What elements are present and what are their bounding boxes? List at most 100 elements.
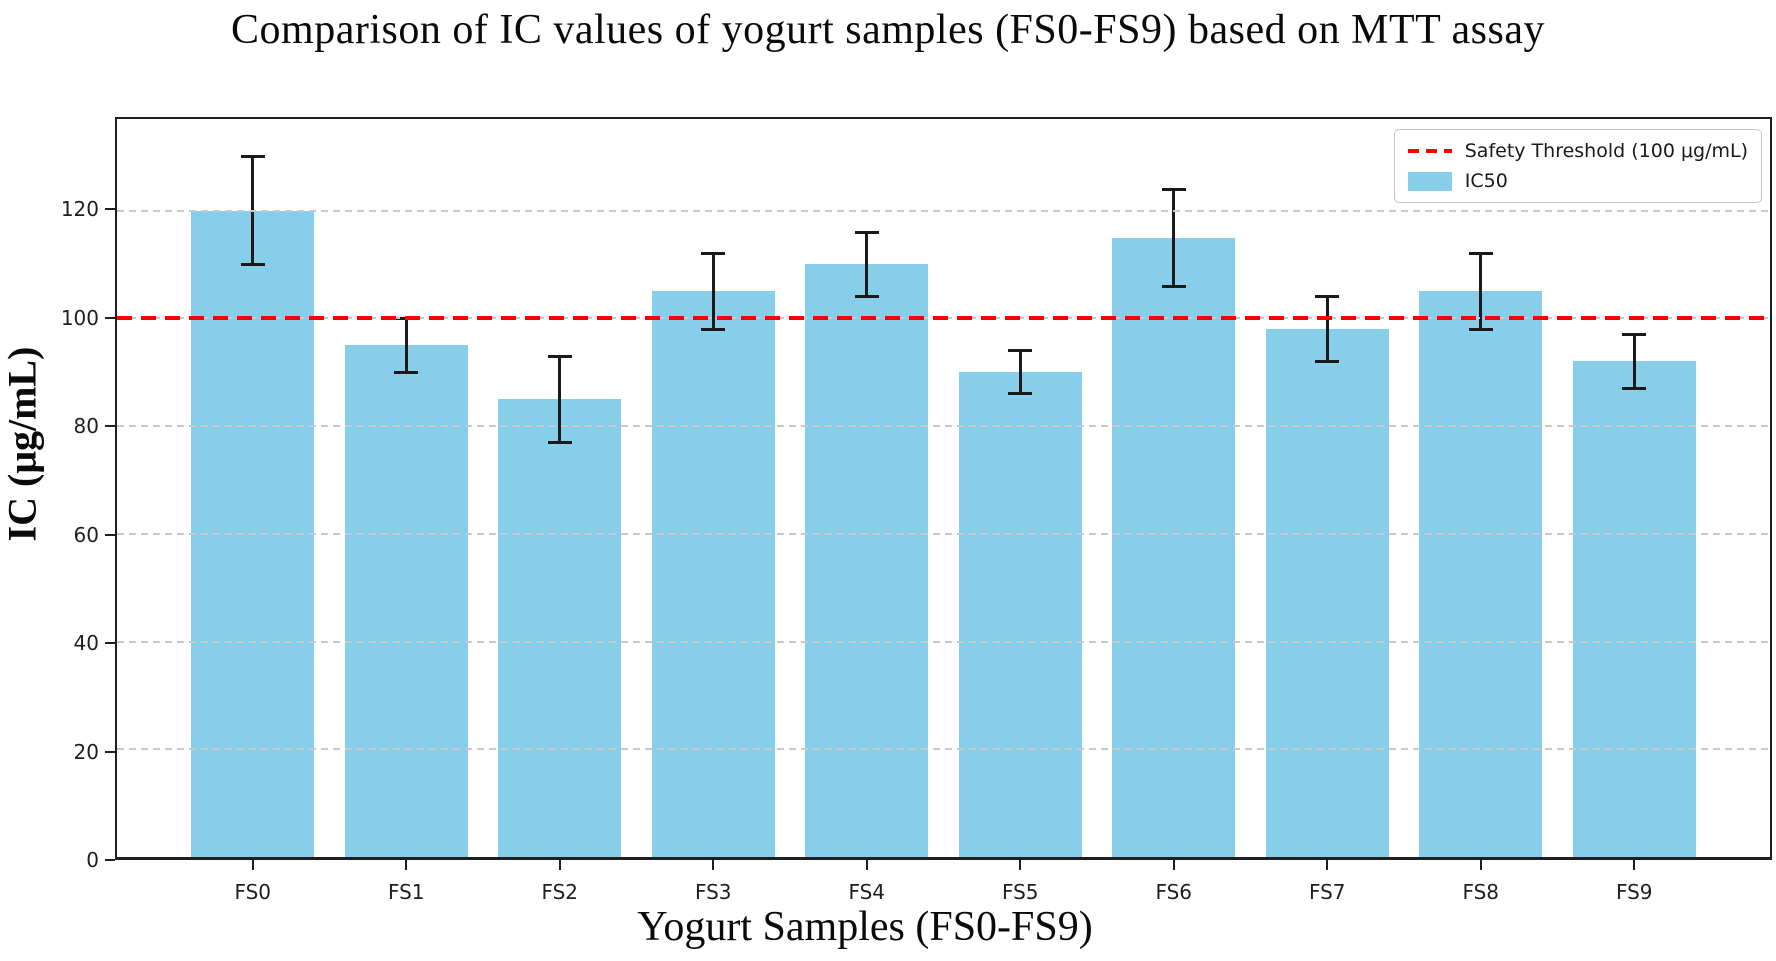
legend-item-threshold: Safety Threshold (100 μg/mL) [1407, 140, 1748, 162]
y-tick-mark [105, 316, 115, 319]
x-tick-mark [712, 860, 715, 870]
x-tick-mark [1326, 860, 1329, 870]
y-tick-mark [105, 208, 115, 211]
error-bar-cap [1161, 284, 1186, 288]
bar-FS4 [805, 264, 929, 857]
bar-slot-FS4: FS4 [790, 119, 944, 904]
x-tick-label-FS1: FS1 [387, 880, 425, 904]
x-tick-label-FS9: FS9 [1615, 880, 1653, 904]
error-bar-cap [547, 440, 572, 444]
x-tick-label-FS3: FS3 [694, 880, 732, 904]
error-bar-cap [1468, 252, 1493, 256]
error-bar-cap [1622, 386, 1647, 390]
x-tick-label-FS5: FS5 [1001, 880, 1039, 904]
error-bar-cap [701, 327, 726, 331]
y-tick-mark [105, 533, 115, 536]
x-tick-mark [1019, 860, 1022, 870]
bar-slot-FS5: FS5 [944, 119, 1098, 904]
gridline [117, 640, 1770, 643]
error-bar-cap [1315, 295, 1340, 299]
bars-row: FS0 FS1 FS2 FS3 FS4 FS5 FS6 FS7 FS8 FS9 [176, 119, 1712, 904]
y-tick-label: 80 [73, 414, 99, 439]
x-tick-label-FS8: FS8 [1462, 880, 1500, 904]
bar-FS2 [498, 399, 622, 857]
bar-FS6 [1112, 237, 1236, 857]
error-bar-cap [1468, 327, 1493, 331]
bar-FS9 [1572, 361, 1696, 857]
x-tick-label-FS6: FS6 [1155, 880, 1193, 904]
legend: Safety Threshold (100 μg/mL) IC50 [1393, 129, 1762, 203]
x-tick-mark [251, 860, 254, 870]
x-tick-label-FS0: FS0 [234, 880, 272, 904]
y-tick-mark [105, 642, 115, 645]
error-bar-cap [547, 354, 572, 358]
x-tick-mark [1633, 860, 1636, 870]
error-bar [558, 356, 562, 443]
error-bar-cap [701, 252, 726, 256]
y-tick-label: 60 [73, 522, 99, 547]
x-tick-mark [1479, 860, 1482, 870]
y-tick-label: 20 [73, 739, 99, 764]
y-tick-mark [105, 425, 115, 428]
gridline [117, 209, 1770, 212]
bar-slot-FS7: FS7 [1251, 119, 1405, 904]
error-bar [1172, 189, 1176, 286]
error-bar-cap [854, 230, 879, 234]
x-tick-label-FS2: FS2 [541, 880, 579, 904]
y-tick-label: 120 [60, 197, 99, 222]
bar-slot-FS1: FS1 [330, 119, 484, 904]
error-bar-cap [240, 155, 265, 159]
bar-FS1 [344, 345, 468, 857]
bar-slot-FS3: FS3 [637, 119, 791, 904]
bar-FS5 [958, 372, 1082, 857]
y-tick-mark [105, 859, 115, 861]
gridline [117, 748, 1770, 751]
gridline [117, 425, 1770, 428]
plot-area: FS0 FS1 FS2 FS3 FS4 FS5 FS6 FS7 FS8 FS9 Safety Th… [115, 117, 1772, 904]
y-tick-label: 40 [73, 631, 99, 656]
x-tick-mark [1172, 860, 1175, 870]
error-bar-cap [1008, 349, 1033, 353]
bar-FS7 [1265, 329, 1389, 857]
error-bar [711, 253, 715, 330]
bar-slot-FS0: FS0 [176, 119, 330, 904]
bar-FS8 [1419, 291, 1543, 857]
bar-FS3 [651, 291, 775, 857]
error-bar [404, 318, 408, 373]
error-bar [1018, 350, 1022, 394]
error-bar-cap [854, 295, 879, 299]
error-bar-cap [1315, 359, 1340, 363]
dashed-line-swatch-icon [1407, 149, 1452, 153]
y-tick-mark [105, 750, 115, 753]
legend-label-threshold: Safety Threshold (100 μg/mL) [1464, 140, 1748, 162]
legend-item-ic50: IC50 [1407, 170, 1748, 192]
legend-label-ic50: IC50 [1464, 170, 1508, 192]
x-tick-label-FS7: FS7 [1308, 880, 1346, 904]
bar-slot-FS2: FS2 [483, 119, 637, 904]
gridline [117, 532, 1770, 535]
error-bar-cap [1161, 187, 1186, 191]
error-bar [1479, 253, 1483, 330]
x-tick-label-FS4: FS4 [848, 880, 886, 904]
bar-slot-FS9: FS9 [1558, 119, 1712, 904]
error-bar-cap [240, 262, 265, 266]
error-bar [1325, 296, 1329, 362]
threshold-line [117, 316, 1770, 321]
x-tick-mark [865, 860, 868, 870]
chart-title: Comparison of IC values of yogurt sample… [231, 7, 1545, 53]
bar-color-swatch-icon [1407, 171, 1452, 191]
error-bar [865, 232, 869, 297]
y-axis-ticks: 0 20 40 60 80 100 120 [0, 117, 115, 872]
error-bar-cap [394, 370, 419, 374]
error-bar-cap [1622, 332, 1647, 336]
bar-slot-FS8: FS8 [1404, 119, 1558, 904]
error-bar-cap [1008, 392, 1033, 396]
bar-slot-FS6: FS6 [1097, 119, 1251, 904]
y-tick-label: 100 [60, 305, 99, 330]
error-bar [1632, 334, 1636, 389]
x-tick-mark [558, 860, 561, 870]
x-axis-label: Yogurt Samples (FS0-FS9) [637, 904, 1093, 950]
x-tick-mark [405, 860, 408, 870]
y-tick-label: 0 [86, 848, 99, 872]
